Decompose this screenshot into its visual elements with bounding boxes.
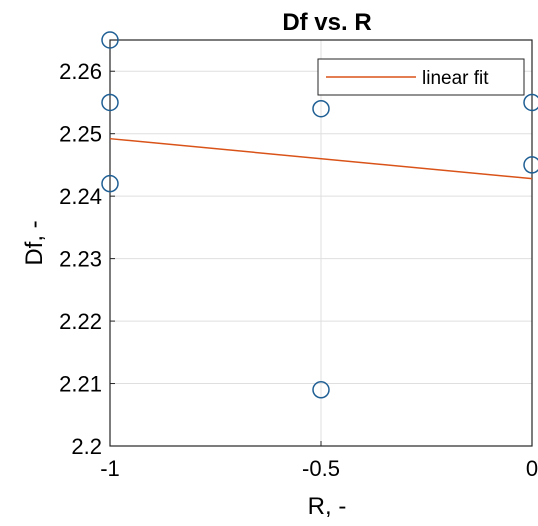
data-point (101, 174, 119, 193)
y-tick-label: 2.2 (71, 434, 102, 459)
y-tick-label: 2.26 (59, 59, 102, 84)
x-tick-label: -0.5 (302, 456, 340, 481)
x-tick-label: 0 (526, 456, 538, 481)
data-points (101, 31, 538, 399)
y-tick-label: 2.22 (59, 309, 102, 334)
data-point (101, 31, 119, 49)
tick-labels: 2.2 2.21 2.22 2.23 2.24 2.25 2.26 -1 -0.5 0 (59, 59, 538, 481)
data-point (101, 93, 119, 112)
fit-line-layer (109, 137, 533, 180)
legend: linear fit (317, 58, 525, 96)
y-tick-label: 2.23 (59, 247, 102, 272)
x-axis-title: R, - (308, 493, 347, 520)
data-point (523, 156, 538, 174)
data-point (523, 93, 538, 112)
chart-title: Df vs. R (282, 9, 371, 36)
axis-ticks (109, 70, 533, 447)
x-tick-label: -1 (100, 456, 120, 481)
legend-label-linear-fit: linear fit (422, 68, 489, 89)
y-tick-label: 2.24 (59, 184, 102, 209)
y-tick-label: 2.21 (59, 372, 102, 397)
y-axis-title: Df, - (21, 220, 48, 265)
y-tick-label: 2.25 (59, 122, 102, 147)
linear-fit-line (109, 137, 533, 180)
data-point (312, 99, 330, 118)
data-point (312, 381, 330, 399)
